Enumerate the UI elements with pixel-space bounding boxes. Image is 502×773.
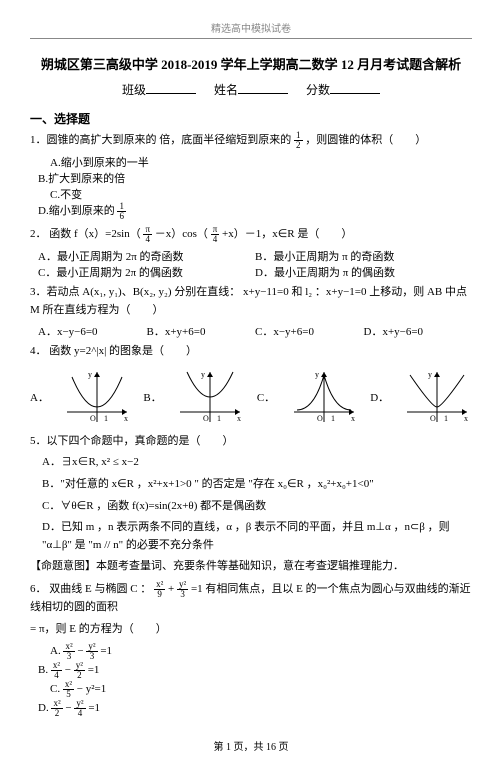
section-heading: 一、选择题: [30, 110, 472, 127]
q1-opt-d: D.缩小到原来的 16: [38, 202, 255, 221]
q1-opt-c: C.不变: [50, 186, 267, 202]
q3-opt-a: A．x−y−6=0: [38, 323, 147, 339]
q5-opt-c: C．∀θ∈R ，函数 f(x)=sin(2x+θ) 都不是偶函数: [42, 498, 472, 516]
q6-opt-b: B. x²4 − y²2 =1: [38, 661, 255, 680]
q6-stem-c: = π，则 E 的方程为（ ）: [30, 621, 472, 639]
page-footer: 第 1 页，共 16 页: [30, 738, 472, 753]
question-3: 3．若动点 A(x₁, y₁)、B(x₂, y₂) 分别在直线： x+y−11=…: [30, 284, 472, 319]
svg-text:O: O: [90, 414, 96, 423]
q2-opt-b: B．最小正周期为 π 的奇函数: [255, 248, 472, 264]
q1-frac1: 12: [294, 131, 303, 150]
q1-stem-b: ，则圆锥的体积（ ）: [305, 134, 426, 146]
q4-graph-d: x y O 1: [402, 367, 472, 427]
q1-opt-b: B.扩大到原来的倍: [38, 170, 255, 186]
question-5: 5．以下四个命题中，真命题的是（ ）: [30, 433, 472, 451]
q5-opt-b: B．"对任意的 x∈R ，x²+x+1>0 " 的否定是 "存在 x₀∈R ，x…: [42, 476, 472, 494]
question-1: 1．圆锥的高扩大到原来的 倍，底面半径缩短到原来的 12 ，则圆锥的体积（ ）: [30, 131, 472, 150]
q5-opt-a: A．∃x∈R, x² ≤ x−2: [42, 454, 472, 472]
score-blank: [330, 82, 380, 94]
name-label: 姓名: [214, 83, 238, 97]
name-blank: [238, 82, 288, 94]
q6-opt-c: C. x²5 − y²=1: [50, 680, 267, 699]
question-4: 4． 函数 y=2^|x| 的图象是（ ）: [30, 343, 472, 361]
q1-opt-a: A.缩小到原来的一半: [50, 154, 267, 170]
svg-text:x: x: [351, 414, 355, 423]
header-fields: 班级 姓名 分数: [30, 81, 472, 98]
svg-text:y: y: [88, 370, 92, 379]
q4-label-d: D．: [370, 389, 390, 405]
svg-text:y: y: [201, 370, 205, 379]
q2-opt-a: A．最小正周期为 2π 的奇函数: [38, 248, 255, 264]
q4-graphs: A． x y O 1 B． x y O 1 C． x y O: [30, 367, 472, 427]
svg-text:x: x: [464, 414, 468, 423]
q5-note: 【命题意图】本题考查量词、充要条件等基础知识，意在考查逻辑推理能力．: [30, 558, 472, 576]
score-label: 分数: [306, 83, 330, 97]
q4-graph-b: x y O 1: [175, 367, 245, 427]
class-label: 班级: [122, 83, 146, 97]
svg-text:1: 1: [217, 414, 221, 423]
svg-text:1: 1: [104, 414, 108, 423]
svg-text:x: x: [124, 414, 128, 423]
q2-opt-c: C．最小正周期为 2π 的偶函数: [38, 264, 255, 280]
q4-graph-c: x y O 1: [289, 367, 359, 427]
top-header: 精选高中模拟试卷: [30, 20, 472, 39]
svg-text:1: 1: [331, 414, 335, 423]
q6-opt-d: D. x²2 − y²4 =1: [38, 699, 255, 718]
q4-label-c: C．: [257, 389, 277, 405]
svg-text:y: y: [315, 370, 319, 379]
q2-opt-d: D．最小正周期为 π 的偶函数: [255, 264, 472, 280]
q3-opt-d: D．x+y−6=0: [364, 323, 473, 339]
q3-opt-b: B．x+y+6=0: [147, 323, 256, 339]
svg-text:1: 1: [444, 414, 448, 423]
page-title: 朔城区第三高级中学 2018-2019 学年上学期高二数学 12 月月考试题含解…: [30, 54, 472, 73]
svg-text:O: O: [317, 414, 323, 423]
q6-opt-a: A. x²3 − y²3 =1: [50, 642, 267, 661]
q5-opt-d: D．已知 m ，n 表示两条不同的直线，α ，β 表示不同的平面，并且 m⊥α …: [42, 519, 472, 554]
svg-text:O: O: [203, 414, 209, 423]
q4-label-b: B．: [143, 389, 163, 405]
q4-label-a: A．: [30, 389, 50, 405]
class-blank: [146, 82, 196, 94]
q4-graph-a: x y O 1: [62, 367, 132, 427]
svg-text:O: O: [430, 414, 436, 423]
question-2: 2． 函数 f（x）=2sin（ π4 －x）cos（ π4 +x）－1，x∈R…: [30, 225, 472, 244]
q3-opt-c: C．x−y+6=0: [255, 323, 364, 339]
question-6: 6． 双曲线 E 与椭圆 C ： x²9 + y²3 =1 有相同焦点，且以 E…: [30, 580, 472, 617]
svg-text:x: x: [237, 414, 241, 423]
svg-text:y: y: [428, 370, 432, 379]
q1-stem-a: 1．圆锥的高扩大到原来的 倍，底面半径缩短到原来的: [30, 134, 291, 146]
